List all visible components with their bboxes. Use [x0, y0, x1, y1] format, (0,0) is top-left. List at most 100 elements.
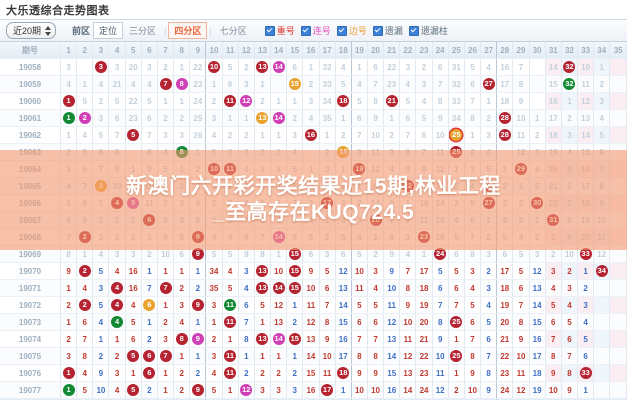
grid-cell[interactable]: 5	[496, 228, 514, 246]
grid-cell[interactable]: 7	[432, 296, 449, 314]
period-cell[interactable]: 19062	[0, 126, 61, 144]
column-header-25[interactable]: 25	[448, 42, 465, 59]
grid-cell[interactable]: 1	[545, 228, 562, 246]
period-column-header[interactable]: 期号	[0, 42, 61, 59]
selector-cell-34[interactable]: 34	[593, 398, 611, 400]
grid-cell[interactable]: 6	[173, 245, 191, 263]
grid-cell[interactable]: 15	[286, 279, 304, 297]
selector-cell-26[interactable]: 26	[464, 398, 482, 400]
number-ball[interactable]: 4	[111, 197, 124, 209]
grid-cell[interactable]: 4	[238, 160, 255, 178]
grid-cell[interactable]: 5	[480, 160, 498, 178]
grid-cell[interactable]: 20	[367, 211, 385, 229]
column-header-13[interactable]: 13	[254, 42, 272, 59]
grid-cell[interactable]: 3	[383, 143, 401, 161]
grid-cell[interactable]: 19	[351, 160, 368, 178]
column-header-2[interactable]: 2	[76, 42, 94, 59]
grid-cell[interactable]: 8	[464, 245, 482, 263]
number-ball[interactable]: 1	[62, 384, 75, 396]
grid-cell[interactable]: 11	[141, 194, 158, 212]
grid-cell[interactable]: 6	[141, 296, 158, 314]
grid-cell[interactable]: 17	[335, 347, 352, 365]
grid-cell[interactable]: 9	[561, 228, 579, 246]
period-cell[interactable]: 19065	[0, 177, 61, 195]
number-ball[interactable]: 7	[159, 78, 172, 90]
selector-cell-21[interactable]: 21	[383, 398, 401, 400]
grid-cell[interactable]: 4	[108, 313, 126, 331]
grid-cell[interactable]: 5	[432, 262, 449, 280]
period-cell[interactable]: 19073	[0, 313, 61, 331]
selector-cell-13[interactable]: 13	[254, 398, 272, 400]
grid-cell[interactable]: 3	[92, 58, 110, 76]
number-ball[interactable]: 29	[514, 163, 527, 175]
number-ball[interactable]: 18	[337, 367, 350, 379]
grid-cell[interactable]: 30	[529, 194, 546, 212]
grid-cell[interactable]: 2	[270, 143, 288, 161]
column-header-18[interactable]: 18	[335, 42, 352, 59]
selector-cell-16[interactable]: 16	[302, 398, 320, 400]
grid-cell[interactable]: 5	[254, 296, 272, 314]
grid-cell[interactable]: 12	[529, 262, 546, 280]
grid-cell[interactable]: 10	[351, 381, 368, 399]
grid-cell[interactable]: 4	[577, 313, 595, 331]
grid-cell[interactable]: 13	[335, 279, 352, 297]
grid-cell[interactable]: 1	[399, 194, 417, 212]
number-ball[interactable]: 3	[94, 180, 107, 192]
selector-cell-28[interactable]: 28	[496, 398, 514, 400]
grid-cell[interactable]: 15	[286, 75, 304, 93]
number-ball[interactable]: 8	[175, 333, 188, 345]
grid-cell[interactable]: 14	[270, 330, 288, 348]
grid-cell[interactable]: 9	[545, 364, 562, 382]
grid-cell[interactable]: 2	[173, 177, 191, 195]
period-cell[interactable]: 19074	[0, 330, 61, 348]
number-ball[interactable]: 33	[579, 367, 592, 379]
grid-cell[interactable]: 5	[512, 245, 530, 263]
grid-cell[interactable]: 3	[92, 177, 110, 195]
grid-cell[interactable]: 6	[92, 143, 110, 161]
grid-cell[interactable]	[529, 75, 546, 93]
grid-cell[interactable]: 22	[399, 177, 417, 195]
grid-cell[interactable]: 15	[529, 313, 546, 331]
grid-cell[interactable]: 8	[415, 160, 433, 178]
grid-cell[interactable]: 2	[512, 194, 530, 212]
grid-cell[interactable]: 16	[432, 228, 449, 246]
number-ball[interactable]: 9	[191, 299, 204, 311]
grid-cell[interactable]: 20	[545, 160, 562, 178]
grid-cell[interactable]: 4	[205, 228, 223, 246]
grid-cell[interactable]	[529, 58, 546, 76]
grid-cell[interactable]: 3	[60, 58, 78, 76]
grid-cell[interactable]: 12	[432, 381, 449, 399]
grid-cell[interactable]: 6	[432, 58, 449, 76]
grid-cell[interactable]: 1	[302, 58, 320, 76]
grid-cell[interactable]: 6	[367, 58, 385, 76]
grid-cell[interactable]: 7	[238, 313, 255, 331]
grid-cell[interactable]: 15	[383, 364, 401, 382]
grid-cell[interactable]: 6	[512, 279, 530, 297]
number-ball[interactable]: 6	[143, 299, 156, 311]
grid-cell[interactable]: 7	[254, 228, 272, 246]
grid-cell[interactable]: 3	[92, 109, 110, 127]
grid-cell[interactable]: 11	[399, 330, 417, 348]
grid-cell[interactable]: 2	[205, 330, 223, 348]
grid-cell[interactable]: 10	[92, 381, 110, 399]
number-ball[interactable]: 15	[288, 282, 301, 294]
grid-cell[interactable]: 7	[432, 75, 449, 93]
grid-cell[interactable]: 2	[367, 245, 385, 263]
grid-cell[interactable]: 11	[512, 364, 530, 382]
grid-cell[interactable]: 23	[415, 364, 433, 382]
grid-cell[interactable]: 17	[529, 347, 546, 365]
grid-cell[interactable]: 13	[254, 279, 272, 297]
grid-cell[interactable]: 6	[270, 211, 288, 229]
number-ball[interactable]: 4	[111, 316, 124, 328]
number-ball[interactable]: 7	[159, 350, 172, 362]
grid-cell[interactable]: 2	[189, 364, 207, 382]
grid-cell[interactable]: 6	[448, 279, 465, 297]
grid-cell[interactable]: 9	[512, 330, 530, 348]
grid-cell[interactable]: 7	[238, 211, 255, 229]
grid-cell[interactable]: 10	[367, 126, 385, 144]
grid-cell[interactable]: 1	[189, 262, 207, 280]
grid-cell[interactable]: 1	[92, 194, 110, 212]
grid-cell[interactable]: 12	[432, 160, 449, 178]
grid-cell[interactable]: 7	[561, 347, 579, 365]
grid-cell[interactable]: 4	[238, 279, 255, 297]
